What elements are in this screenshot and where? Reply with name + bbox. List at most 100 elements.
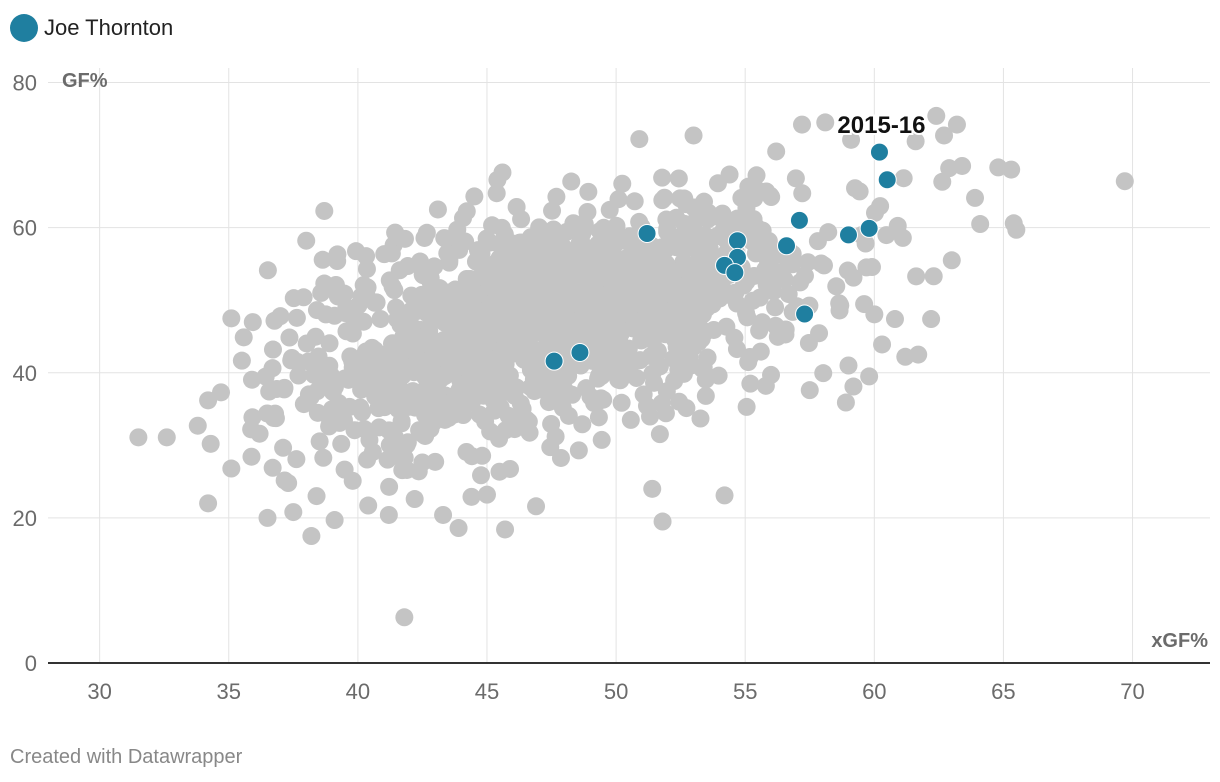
background-point [332,434,351,453]
background-point [529,258,548,277]
background-point [512,233,531,252]
x-tick-label: 55 [733,679,757,704]
background-point [450,240,469,259]
y-tick-label: 20 [13,506,37,531]
background-point [232,351,251,370]
background-point [613,174,632,193]
background-point [440,253,459,272]
x-tick-label: 50 [604,679,628,704]
y-tick-label: 0 [25,651,37,676]
background-point [695,192,714,211]
background-point [340,397,359,416]
background-point [399,397,418,416]
background-point [621,410,640,429]
y-tick-label: 40 [13,361,37,386]
background-point [641,305,660,324]
background-point [592,430,611,449]
background-point [472,466,491,485]
background-point [569,441,588,460]
background-point [593,343,612,362]
background-point [715,486,734,505]
background-point [287,308,306,327]
background-point [894,169,913,188]
background-point [756,376,775,395]
background-point [428,383,447,402]
background-point [279,474,298,493]
background-point [631,351,650,370]
background-point [337,298,356,317]
background-point [402,286,421,305]
background-point [212,383,231,402]
background-point [860,367,879,386]
highlight-point [877,170,897,190]
background-point [258,508,277,527]
background-point [761,186,780,205]
background-point [328,252,347,271]
background-point [417,223,436,242]
background-point [380,477,399,496]
highlight-point [795,304,815,324]
background-point [449,519,468,538]
x-tick-label: 60 [862,679,886,704]
background-point [234,328,253,347]
background-point [842,130,861,149]
highlight-point [789,210,809,230]
background-points [129,106,1134,627]
background-point [310,432,329,451]
highlight-point [544,351,564,371]
background-point [615,231,634,250]
background-point [322,366,341,385]
background-point [588,309,607,328]
background-point [927,106,946,125]
background-point [472,257,491,276]
background-point [417,365,436,384]
background-point [814,364,833,383]
background-point [627,368,646,387]
background-point [289,366,308,385]
background-point [462,487,481,506]
background-point [810,324,829,343]
background-point [844,377,863,396]
background-point [589,408,608,427]
background-point [743,232,762,251]
background-point [602,240,621,259]
background-point [655,308,674,327]
background-point [738,209,757,228]
background-point [778,250,797,269]
y-tick-label: 60 [13,216,37,241]
background-point [201,434,220,453]
background-point [430,290,449,309]
background-point [656,404,675,423]
background-point [1115,172,1134,191]
background-point [263,458,282,477]
background-point [600,200,619,219]
background-point [808,232,827,251]
background-point [325,511,344,530]
background-point [856,234,875,253]
background-point [865,305,884,324]
highlight-point [725,263,745,283]
background-point [653,168,672,187]
background-point [315,274,334,293]
background-point [477,485,496,504]
background-point [696,226,715,245]
background-point [378,345,397,364]
background-point [657,210,676,229]
legend: Joe Thornton [10,12,173,44]
background-point [706,291,725,310]
background-point [641,326,660,345]
axis-labels: 30 35 40 45 50 55 60 65 70 0 20 40 60 80 2015-16 GF% xGF… [13,70,1209,704]
background-point [343,324,362,343]
background-point [359,496,378,515]
background-point [243,408,262,427]
background-point [444,326,463,345]
background-point [691,409,710,428]
x-tick-label: 45 [475,679,499,704]
background-point [838,261,857,280]
background-point [258,261,277,280]
background-point [786,169,805,188]
background-point [313,250,332,269]
background-point [643,479,662,498]
background-point [877,226,896,245]
background-point [157,428,176,447]
